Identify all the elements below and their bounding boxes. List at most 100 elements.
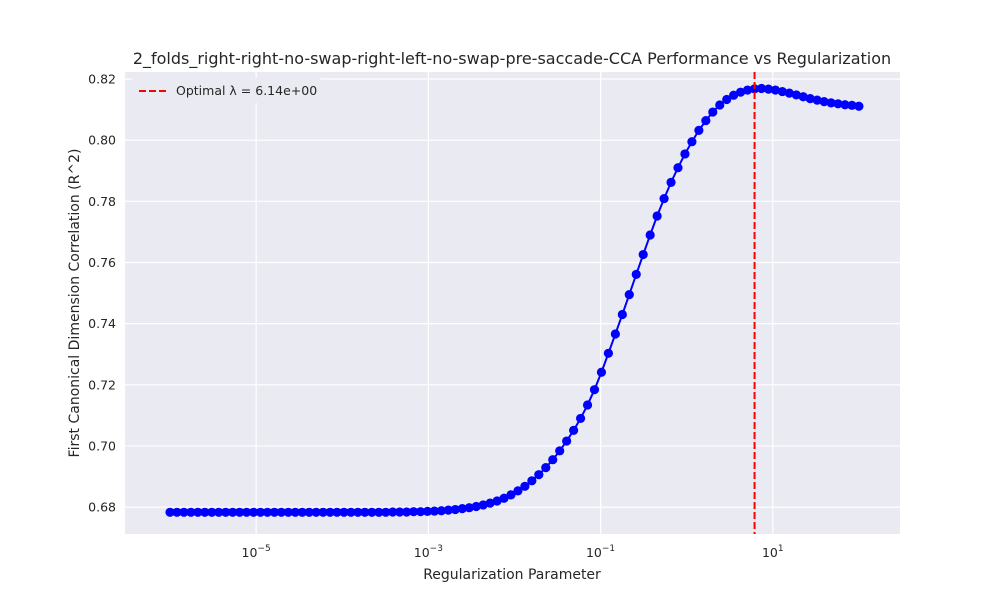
y-tick-label: 0.80 bbox=[88, 133, 116, 148]
x-tick-label: 10−5 bbox=[242, 544, 271, 560]
data-point bbox=[165, 507, 175, 517]
data-point bbox=[527, 476, 537, 486]
data-point bbox=[297, 507, 307, 517]
data-point bbox=[395, 507, 405, 517]
data-point bbox=[325, 507, 335, 517]
data-point bbox=[541, 463, 551, 473]
data-point bbox=[673, 163, 683, 173]
data-point bbox=[374, 507, 384, 517]
x-tick-label: 10−1 bbox=[586, 544, 615, 560]
data-point bbox=[499, 493, 509, 503]
data-point bbox=[457, 504, 467, 514]
data-point bbox=[701, 116, 711, 126]
data-point bbox=[339, 507, 349, 517]
data-point bbox=[756, 83, 767, 94]
legend: Optimal λ = 6.14e+00 bbox=[131, 78, 321, 103]
y-tick-labels: 0.68 0.70 0.72 0.74 0.76 0.78 0.80 0.82 bbox=[88, 72, 116, 515]
data-point bbox=[715, 100, 725, 110]
plot-area bbox=[125, 72, 900, 534]
data-point bbox=[172, 507, 182, 517]
x-tick-label: 101 bbox=[762, 544, 784, 560]
data-point bbox=[763, 84, 774, 94]
data-point bbox=[506, 490, 516, 500]
data-point bbox=[610, 329, 620, 339]
y-tick-label: 0.68 bbox=[88, 500, 116, 515]
data-point bbox=[276, 507, 286, 517]
data-point bbox=[228, 507, 238, 517]
data-point bbox=[269, 507, 279, 517]
data-point bbox=[722, 94, 732, 105]
data-point bbox=[575, 413, 586, 424]
data-point bbox=[534, 470, 544, 480]
data-point bbox=[450, 504, 460, 515]
data-point bbox=[777, 86, 787, 97]
y-tick-label: 0.78 bbox=[88, 194, 116, 209]
x-tick-label: 10−3 bbox=[414, 544, 443, 560]
data-point bbox=[241, 507, 252, 517]
data-point bbox=[436, 506, 447, 516]
data-point bbox=[784, 88, 794, 98]
data-point bbox=[262, 507, 273, 517]
data-point bbox=[207, 507, 217, 517]
data-point bbox=[471, 501, 481, 512]
data-point bbox=[408, 507, 419, 517]
data-point bbox=[694, 125, 704, 135]
data-point bbox=[770, 85, 781, 95]
data-point bbox=[555, 446, 565, 456]
data-point bbox=[388, 507, 398, 517]
data-point bbox=[193, 507, 203, 517]
data-point bbox=[492, 496, 502, 506]
data-point bbox=[221, 507, 231, 517]
legend-label-optimal-lambda: Optimal λ = 6.14e+00 bbox=[176, 83, 317, 98]
data-point bbox=[819, 97, 829, 107]
data-point bbox=[854, 101, 864, 111]
data-point bbox=[798, 92, 808, 102]
data-point bbox=[569, 425, 579, 435]
data-point bbox=[429, 506, 440, 516]
grid bbox=[125, 72, 900, 534]
y-tick-label: 0.82 bbox=[88, 72, 116, 87]
data-point bbox=[833, 99, 843, 109]
data-point bbox=[200, 507, 210, 517]
data-point bbox=[318, 507, 328, 517]
series-layer bbox=[165, 83, 864, 517]
data-point bbox=[812, 95, 822, 105]
data-point bbox=[666, 177, 676, 187]
y-axis-label: First Canonical Dimension Correlation (R… bbox=[67, 149, 83, 458]
data-point bbox=[346, 507, 356, 517]
data-point bbox=[520, 481, 530, 491]
data-point bbox=[283, 507, 293, 517]
data-point bbox=[826, 98, 836, 108]
data-point bbox=[840, 100, 850, 110]
data-point bbox=[596, 367, 607, 377]
data-point bbox=[624, 289, 634, 300]
data-point bbox=[367, 507, 377, 517]
data-point bbox=[589, 385, 600, 395]
chart-title: 2_folds_right-right-no-swap-right-left-n… bbox=[133, 49, 891, 69]
data-point bbox=[729, 90, 739, 100]
data-point bbox=[311, 507, 321, 517]
data-point bbox=[645, 230, 655, 240]
data-point bbox=[736, 87, 746, 97]
data-point bbox=[422, 506, 433, 516]
data-point bbox=[415, 507, 426, 517]
data-point bbox=[805, 94, 815, 104]
y-tick-label: 0.70 bbox=[88, 438, 116, 453]
data-point bbox=[638, 249, 648, 260]
data-point bbox=[791, 90, 801, 100]
data-point bbox=[652, 211, 662, 221]
data-point bbox=[332, 507, 342, 517]
data-point bbox=[353, 507, 363, 517]
y-tick-label: 0.72 bbox=[88, 377, 116, 392]
data-point bbox=[214, 507, 224, 517]
data-point bbox=[464, 503, 474, 513]
x-axis-label: Regularization Parameter bbox=[423, 567, 601, 583]
data-point bbox=[478, 500, 488, 510]
data-point bbox=[617, 309, 627, 320]
y-tick-label: 0.76 bbox=[88, 255, 116, 270]
data-point bbox=[562, 436, 572, 446]
data-point bbox=[603, 348, 614, 358]
data-point bbox=[548, 455, 558, 465]
data-point bbox=[687, 137, 697, 147]
legend-box bbox=[131, 78, 321, 103]
